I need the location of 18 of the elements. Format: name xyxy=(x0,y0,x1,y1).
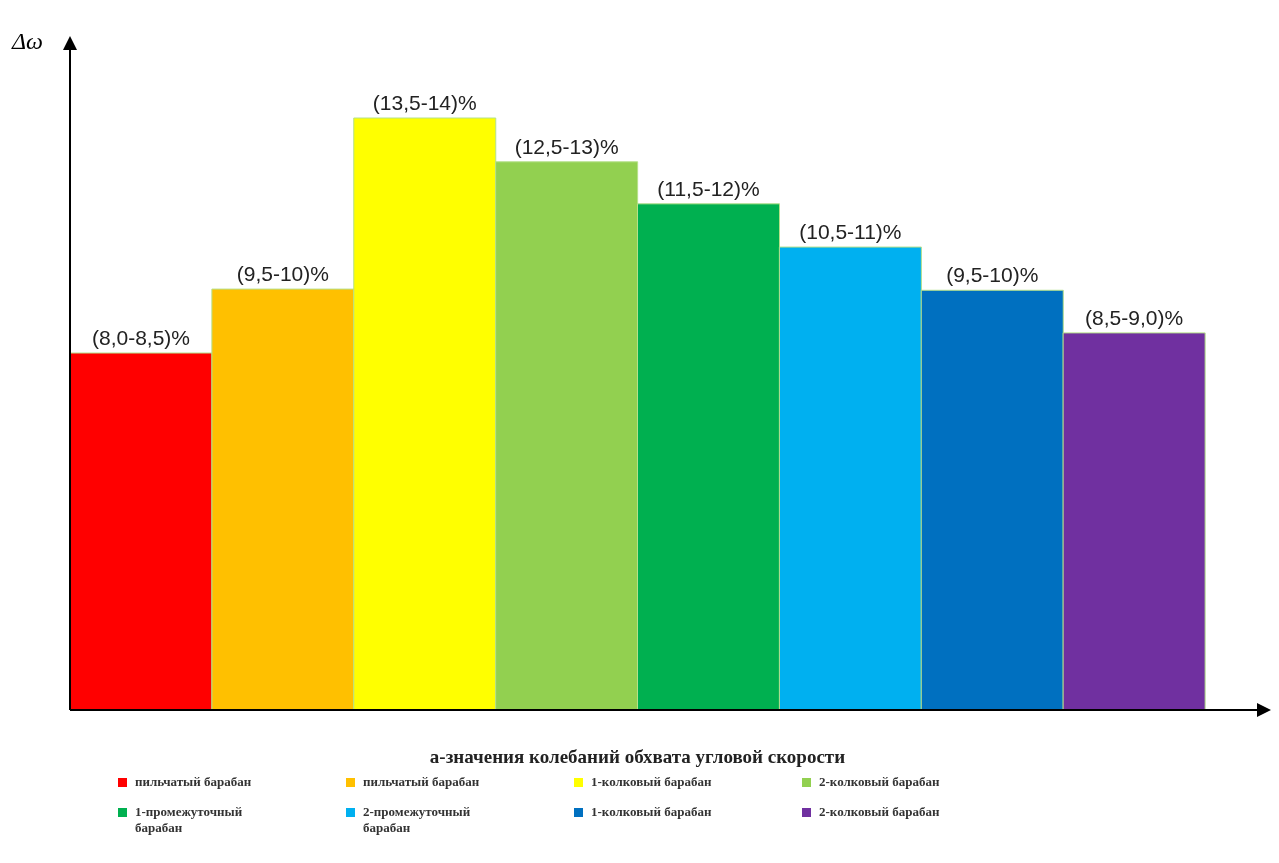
legend-label: 1-колковый барабан xyxy=(591,774,712,790)
annotation: (9,5-10)% xyxy=(946,263,1039,287)
text: (13,5-14)% xyxy=(372,91,477,114)
annotation: (11,5-12)% xyxy=(657,176,760,200)
legend-label: пильчатый барабан xyxy=(363,774,480,790)
x-axis-title: а-значения колебаний обхвата угловой скорости xyxy=(428,746,847,768)
annotation: (8,5-9,0)% xyxy=(1085,305,1184,329)
legend-label: 1-колковый барабан xyxy=(591,804,712,820)
legend-label: 2-колковый барабан xyxy=(819,774,940,790)
annotation: (9,5-10)% xyxy=(236,262,329,286)
annotation: (8,0-8,5)% xyxy=(91,326,191,350)
legend-label: 2-колковый барабан xyxy=(819,804,940,820)
legend-label: пильчатый барабан xyxy=(135,774,252,790)
legend-label: 1-промежуточный барабан xyxy=(135,804,244,836)
annotation: (10,5-11)% xyxy=(799,220,902,244)
legend-label: 2-промежуточный барабан xyxy=(363,804,472,836)
annotation: (12,5-13)% xyxy=(514,134,619,158)
y-axis-title: Δω xyxy=(12,28,44,55)
